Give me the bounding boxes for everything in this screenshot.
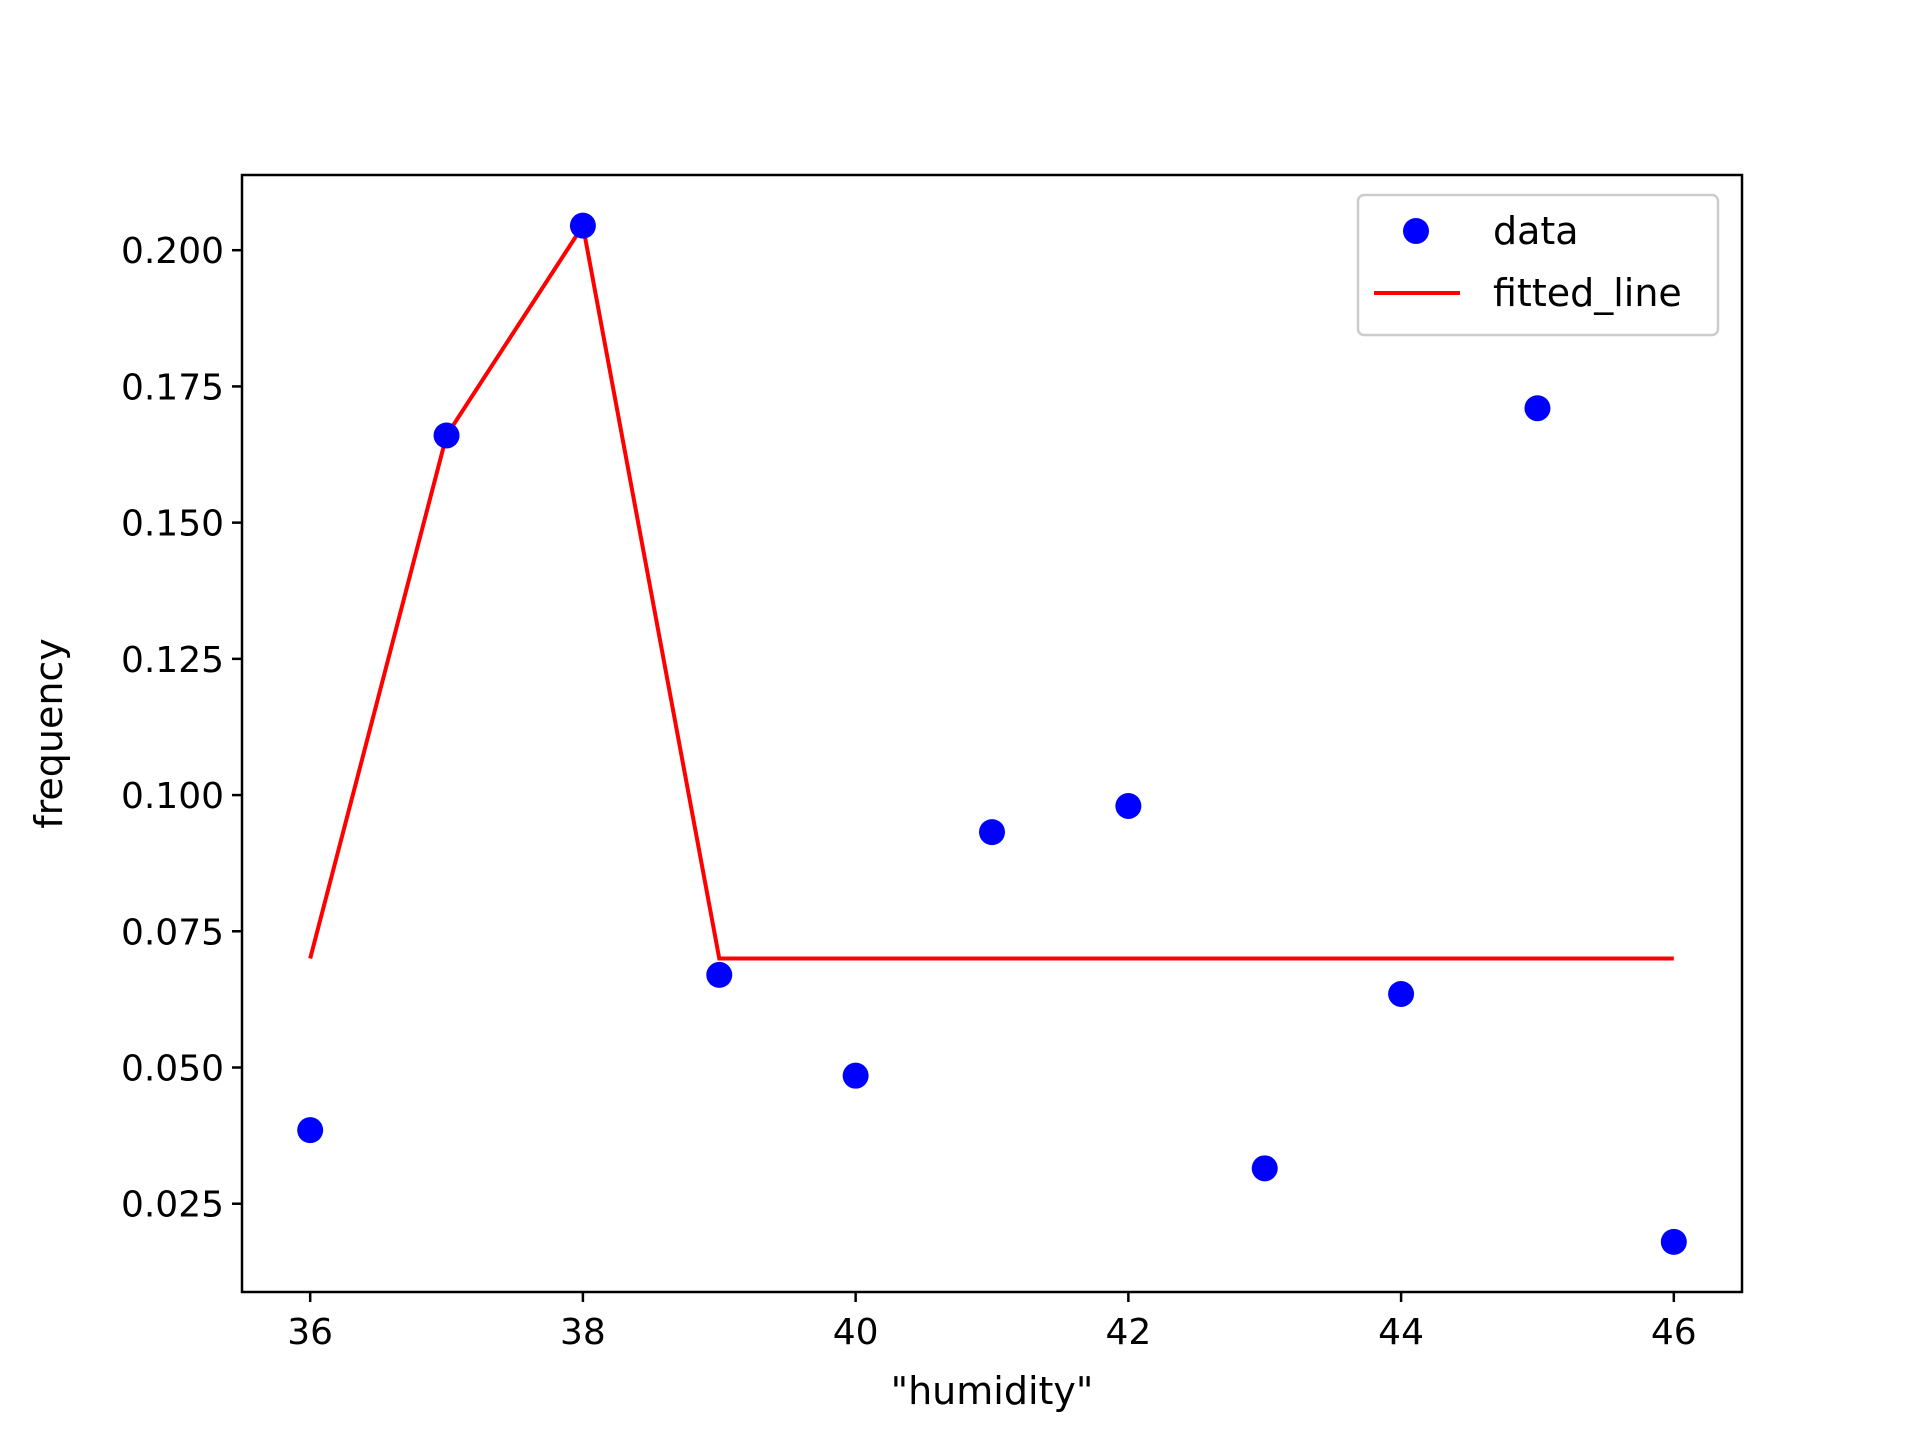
data-point bbox=[1524, 395, 1551, 422]
data-point bbox=[433, 422, 460, 449]
data-point bbox=[1115, 792, 1142, 819]
x-axis-label: "humidity" bbox=[891, 1369, 1094, 1413]
fitted-line-series bbox=[308, 220, 1674, 961]
y-tick-label: 0.200 bbox=[121, 231, 224, 272]
y-tick-label: 0.075 bbox=[121, 912, 224, 953]
x-tick-label: 42 bbox=[1105, 1312, 1151, 1353]
x-tick-label: 36 bbox=[287, 1312, 333, 1353]
legend-box bbox=[1356, 193, 1720, 337]
x-tick-label: 40 bbox=[833, 1312, 879, 1353]
y-tick-label: 0.050 bbox=[121, 1049, 224, 1090]
legend-label-fitted-line: fitted_line bbox=[1493, 271, 1682, 315]
data-point bbox=[1388, 980, 1415, 1007]
data-point bbox=[842, 1062, 869, 1089]
legend-marker-data bbox=[1403, 218, 1429, 244]
y-tick-label: 0.175 bbox=[121, 367, 224, 408]
data-point bbox=[706, 961, 733, 988]
y-tick-label: 0.025 bbox=[121, 1185, 224, 1226]
legend: data fitted_line bbox=[1356, 193, 1720, 337]
axis-ticks: 36 38 40 42 44 46 0.025 0.050 0.075 0.100 0.125 0.1… bbox=[121, 231, 1697, 1353]
y-axis-label: frequency bbox=[27, 638, 71, 829]
legend-label-data: data bbox=[1493, 209, 1579, 253]
y-tick-label: 0.100 bbox=[121, 776, 224, 817]
x-tick-label: 38 bbox=[560, 1312, 606, 1353]
x-tick-label: 46 bbox=[1651, 1312, 1697, 1353]
y-tick-label: 0.125 bbox=[121, 640, 224, 681]
data-point bbox=[297, 1117, 324, 1144]
data-point bbox=[979, 819, 1005, 846]
axes-frame bbox=[240, 173, 1744, 1294]
data-point bbox=[1251, 1155, 1278, 1182]
data-point bbox=[1660, 1228, 1687, 1255]
y-tick-label: 0.150 bbox=[121, 504, 224, 545]
x-tick-label: 44 bbox=[1378, 1312, 1424, 1353]
series-group bbox=[297, 212, 1687, 1255]
data-point bbox=[569, 212, 596, 239]
